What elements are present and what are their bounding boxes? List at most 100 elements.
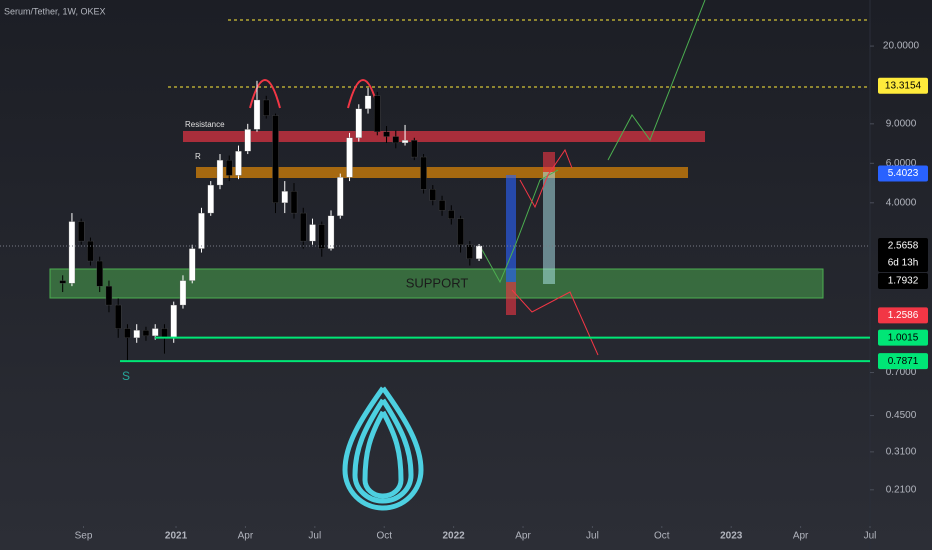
countdown: 6d 13h <box>888 258 919 269</box>
price-label: 1.0015 <box>888 332 919 343</box>
candle-body <box>281 191 288 203</box>
candle-body <box>124 328 131 338</box>
y-tick-label: 0.2100 <box>886 484 917 495</box>
candle-body <box>346 137 353 178</box>
short-box <box>506 282 516 315</box>
candle-body <box>253 99 261 130</box>
y-tick-label: 0.4500 <box>886 410 917 421</box>
candle-body <box>364 95 372 109</box>
candle-body <box>318 224 325 249</box>
candle-body <box>152 328 159 337</box>
y-tick-label: 4.0000 <box>886 197 917 208</box>
red-projection <box>511 289 599 356</box>
candle-body <box>411 140 418 158</box>
price-label-box <box>878 307 928 324</box>
x-tick-label: 2023 <box>720 531 743 542</box>
candle-body <box>133 330 140 338</box>
annotation: R <box>195 152 201 161</box>
candle-body <box>226 159 233 176</box>
annotation: S <box>122 369 130 383</box>
resistance-zone <box>183 131 705 142</box>
candle-body <box>105 285 113 306</box>
candle-body <box>374 95 381 132</box>
x-tick-label: Jul <box>586 531 599 542</box>
green-projection <box>607 0 706 161</box>
x-tick-label: Sep <box>75 531 93 542</box>
x-tick-label: Oct <box>376 531 392 542</box>
red-projection <box>519 148 573 209</box>
candle-body <box>216 159 224 186</box>
support-zone <box>49 268 824 299</box>
candle-body <box>78 221 85 242</box>
y-tick-label: 0.3100 <box>886 447 917 458</box>
candle-body <box>475 245 483 259</box>
candle-body <box>466 244 473 259</box>
candle-body <box>235 150 242 176</box>
stop-box <box>543 152 555 172</box>
candle-body <box>337 177 344 216</box>
candle-body <box>244 129 251 152</box>
annotation: Resistance <box>185 120 225 129</box>
price-label: 0.7871 <box>888 356 919 367</box>
price-label-box <box>878 272 928 289</box>
candle-body <box>355 108 362 138</box>
candle-body <box>263 99 270 116</box>
x-tick-label: Apr <box>793 531 809 542</box>
orange-zone <box>196 167 688 178</box>
price-label-box <box>878 238 928 273</box>
candle-body <box>309 224 316 242</box>
y-tick-label: 6.0000 <box>886 158 917 169</box>
y-tick-label: 9.0000 <box>886 118 917 129</box>
x-tick-label: 2022 <box>442 531 465 542</box>
annotation: SUPPORT <box>406 275 469 290</box>
price-label: 13.3154 <box>885 80 922 91</box>
candle-body <box>179 280 187 306</box>
candle-body <box>87 240 94 262</box>
candle-body <box>420 156 427 190</box>
candle-body <box>392 136 399 144</box>
price-label-box <box>878 329 928 346</box>
target-box <box>543 172 555 284</box>
x-tick-label: 2021 <box>165 531 188 542</box>
candle-body <box>207 184 214 214</box>
candle-body <box>96 260 103 287</box>
candle-body <box>161 328 168 338</box>
candle-body <box>438 200 446 211</box>
candle-body <box>59 280 66 284</box>
price-label-box <box>878 353 928 370</box>
logo <box>342 386 424 511</box>
candle-body <box>198 212 205 249</box>
long-box <box>506 175 516 282</box>
price-label-box <box>878 77 928 94</box>
candle-body <box>457 218 464 245</box>
x-tick-label: Apr <box>238 531 254 542</box>
candle-body <box>142 330 150 337</box>
candle-body <box>272 115 279 203</box>
green-projection <box>479 169 559 284</box>
candle-body <box>401 140 409 144</box>
candle-body <box>300 212 307 242</box>
price-label-box <box>878 165 928 182</box>
x-tick-label: Oct <box>654 531 670 542</box>
x-tick-label: Jul <box>308 531 321 542</box>
candle-body <box>383 131 390 137</box>
head-arc <box>249 79 281 109</box>
candle-body <box>327 215 335 249</box>
price-label: 5.4023 <box>888 168 919 179</box>
candle-body <box>448 210 455 219</box>
candle-body <box>115 304 122 329</box>
price-label: 2.5658 <box>888 241 919 252</box>
y-tick-label: 20.0000 <box>883 41 920 52</box>
candle-body <box>429 189 436 201</box>
candle-body <box>189 248 196 281</box>
price-label: 1.7932 <box>888 276 919 287</box>
price-label: 1.2586 <box>888 310 919 321</box>
x-tick-label: Jul <box>864 531 877 542</box>
x-tick-label: Apr <box>515 531 531 542</box>
chart-title: Serum/Tether, 1W, OKEX <box>4 6 106 16</box>
candle-body <box>290 191 298 214</box>
candle-body <box>170 304 177 338</box>
candle-body <box>68 221 76 284</box>
